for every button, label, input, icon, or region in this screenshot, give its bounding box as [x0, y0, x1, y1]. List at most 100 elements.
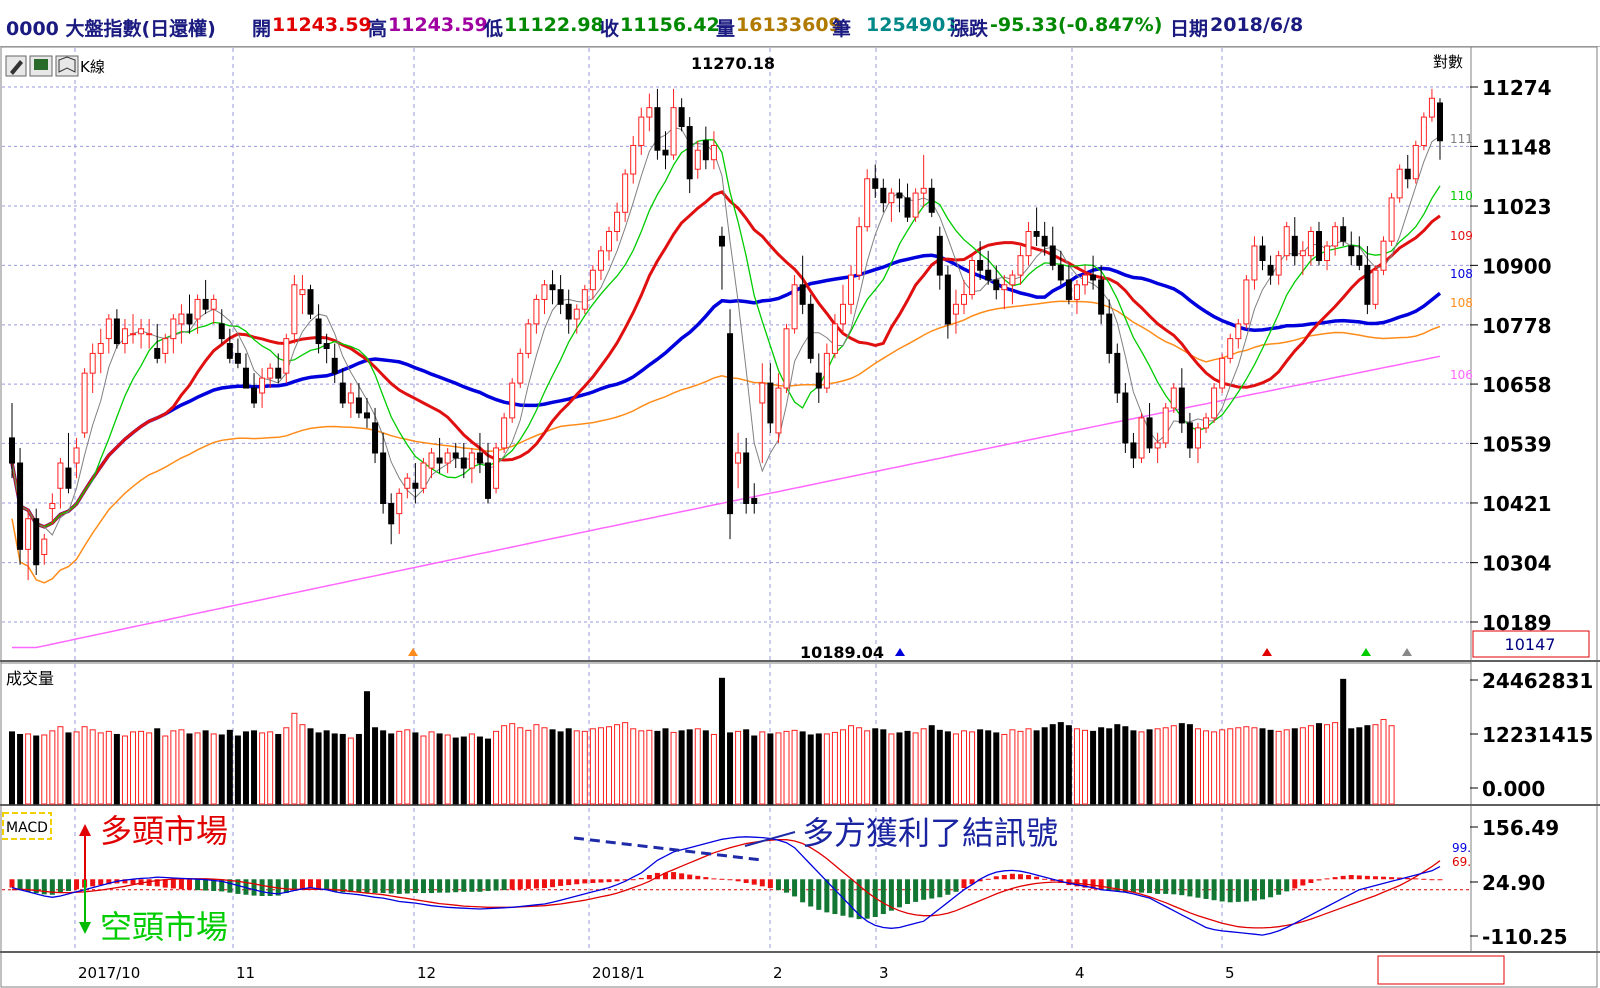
macd-histogram-bar [719, 878, 725, 880]
candle-body [1372, 269, 1379, 305]
volume-bar [105, 730, 112, 805]
candle-body [856, 226, 863, 276]
macd-histogram-bar [856, 879, 862, 920]
macd-histogram-bar [57, 879, 63, 894]
date-value: 2018/6/8 [1210, 14, 1304, 36]
volume-bar [267, 731, 274, 805]
volume-bar [1388, 725, 1395, 805]
macd-histogram-bar [1292, 879, 1298, 889]
candle-body [1203, 417, 1210, 429]
candle-body [460, 457, 467, 469]
macd-histogram-bar [533, 879, 539, 889]
volume-bar [888, 733, 895, 805]
monitor-screen [34, 59, 48, 70]
candle-body [1073, 284, 1080, 300]
macd-histogram-bar [1227, 879, 1233, 903]
ma10-line [11, 139, 1441, 528]
macd-histogram-bar [509, 879, 515, 890]
volume-bar [178, 729, 185, 805]
signal-marker [1361, 648, 1371, 656]
volume-bar [1073, 728, 1080, 805]
volume-bar [638, 730, 645, 805]
candle-body [581, 289, 588, 310]
macd-annotations: 多頭市場 空頭市場 多方獲利了結訊號 [79, 812, 1058, 946]
ma-right-label: 111 [1450, 132, 1473, 146]
volume-bar [517, 727, 524, 805]
macd-histogram-bar [1114, 879, 1120, 892]
volume-bar [646, 729, 653, 805]
volume-bar [694, 728, 701, 805]
pencil-icon [10, 60, 23, 75]
volume-bar [791, 729, 798, 805]
candle-body [105, 318, 112, 340]
candle-body [444, 452, 451, 464]
candle-body [452, 452, 459, 459]
candle-body [783, 328, 790, 389]
volume-bar [347, 737, 354, 805]
volume-bar [1211, 731, 1218, 805]
volume-bar [1194, 728, 1201, 805]
stock-chart: 1127411148110231090010778106581053910421… [0, 46, 1600, 988]
price-axis-label: 10658 [1482, 373, 1552, 397]
ma-right-label: 108 [1450, 267, 1473, 281]
macd-histogram-bar [1187, 879, 1193, 897]
high-label: 高 [368, 18, 388, 40]
candle-body [1122, 392, 1129, 444]
candle-body [1057, 264, 1064, 281]
macd-histogram-bar [945, 879, 951, 895]
candle-body [89, 352, 96, 374]
macd-histogram-bar [703, 877, 709, 880]
candle-body [1098, 279, 1105, 315]
volume-bar [823, 733, 830, 805]
candle-body [1364, 264, 1371, 305]
candle-body [1009, 274, 1016, 286]
candle-body [1291, 235, 1298, 257]
candle-body [549, 284, 556, 291]
macd-histogram-bar [259, 879, 265, 897]
volume-bar [17, 733, 24, 805]
macd-histogram-bar [332, 879, 338, 892]
volume-axis-label: 0.000 [1482, 777, 1545, 801]
candle-body [1146, 417, 1153, 449]
candle-body [993, 279, 1000, 291]
symbol-name: 0000 大盤指數(日還權) [6, 18, 216, 40]
log-scale-label[interactable]: 對數 [1433, 53, 1463, 71]
candle-body [234, 352, 241, 364]
candle-body [735, 452, 742, 464]
candle-body [1227, 338, 1234, 359]
candle-body [1219, 357, 1226, 389]
macd-histogram-bar [1397, 877, 1403, 880]
candle-body [170, 318, 177, 340]
volume-bar [299, 724, 306, 805]
volume-bar [1090, 730, 1097, 805]
volume-bar [484, 738, 492, 805]
macd-histogram-bar [9, 879, 15, 888]
volume-bar [952, 733, 959, 805]
volume-bar [557, 731, 564, 805]
candle-body [1041, 235, 1048, 247]
volume-bar [767, 733, 774, 805]
candle-body [428, 452, 435, 469]
macd-histogram-bar [299, 879, 305, 890]
macd-histogram-bar [517, 879, 523, 890]
volume-bar [315, 732, 322, 805]
candle-body [743, 452, 750, 504]
candle-body [904, 197, 911, 218]
candle-body [1299, 250, 1306, 257]
candle-body [1162, 407, 1169, 444]
candle-body [1154, 442, 1161, 449]
macd-histogram-bar [1138, 879, 1144, 893]
candle-body [727, 333, 734, 515]
macd-histogram-bar [65, 879, 71, 891]
volume-bar [1356, 727, 1363, 805]
volume-bar [1364, 725, 1371, 805]
macd-histogram-bar [816, 879, 822, 910]
candle-body [493, 447, 500, 489]
macd-axis-label: 24.90 [1482, 871, 1545, 895]
macd-histogram-bar [541, 879, 547, 889]
macd-histogram-bar [493, 879, 499, 891]
ma5-line [11, 126, 1441, 536]
candle-body [25, 518, 32, 550]
kline-label[interactable]: K線 [80, 58, 105, 76]
volume-bar [751, 735, 758, 805]
